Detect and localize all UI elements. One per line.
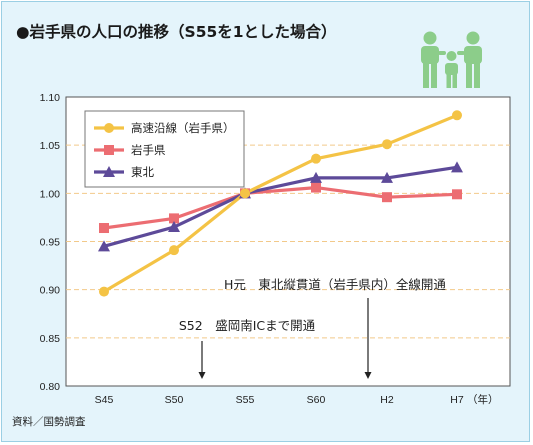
data-point (452, 189, 462, 200)
x-tick-label: S50 (165, 394, 184, 406)
y-axis: 0.80 0.85 0.90 0.95 1.00 1.05 1.10 (40, 92, 61, 393)
source-note: 資料／国勢調査 (12, 415, 86, 428)
y-tick-label: 0.85 (40, 333, 61, 345)
annotation-arrowhead (198, 372, 206, 379)
annotation-text: H元 東北縦貫道（岩手県内）全線開通 (224, 277, 446, 292)
chart-title: ●岩手県の人口の推移（S55を1とした場合） (16, 22, 337, 41)
y-tick-label: 0.80 (40, 381, 61, 393)
x-tick-label: H2 (380, 394, 394, 406)
annotations: S52 盛岡南ICまで開通 H元 東北縦貫道（岩手県内）全線開通 (179, 277, 446, 379)
series-line (103, 186, 458, 230)
series-lines (103, 113, 458, 293)
y-tick-label: 1.00 (40, 188, 61, 200)
data-point (99, 286, 109, 297)
data-point (382, 139, 392, 150)
x-tick-label: S45 (95, 394, 114, 406)
legend-marker (103, 166, 115, 177)
data-point (99, 223, 109, 234)
data-point (169, 245, 179, 256)
y-tick-label: 1.05 (40, 140, 61, 152)
y-tick-label: 1.10 (40, 92, 61, 104)
data-point (311, 153, 321, 164)
data-point (169, 213, 179, 224)
x-tick-label: S60 (307, 394, 326, 406)
x-tick-label: H7 (450, 394, 464, 406)
y-tick-label: 0.90 (40, 285, 61, 297)
series-line (103, 113, 458, 293)
legend-label: 高速沿線（岩手県） (131, 121, 235, 135)
series-markers (98, 110, 463, 297)
data-point (310, 171, 322, 183)
x-tick-label: S55 (236, 394, 255, 406)
data-point (451, 161, 463, 173)
x-unit-label: （年） (467, 393, 499, 406)
data-point (98, 240, 110, 252)
series-line (103, 165, 458, 248)
data-point (452, 110, 462, 121)
legend-marker (104, 145, 114, 155)
data-point (311, 182, 321, 193)
data-point (240, 188, 250, 199)
data-point (382, 192, 392, 203)
data-point (168, 221, 180, 233)
y-tick-label: 0.95 (40, 237, 61, 249)
legend-marker (104, 123, 114, 133)
annotation-text: S52 盛岡南ICまで開通 (179, 318, 316, 333)
legend-label: 東北 (131, 165, 154, 179)
annotation-arrowhead (364, 372, 372, 379)
data-point (381, 171, 393, 183)
legend-label: 岩手県 (131, 143, 166, 157)
x-axis: S45 S50 S55 S60 H2 H7 （年） (95, 393, 499, 406)
family-icon (421, 31, 482, 88)
